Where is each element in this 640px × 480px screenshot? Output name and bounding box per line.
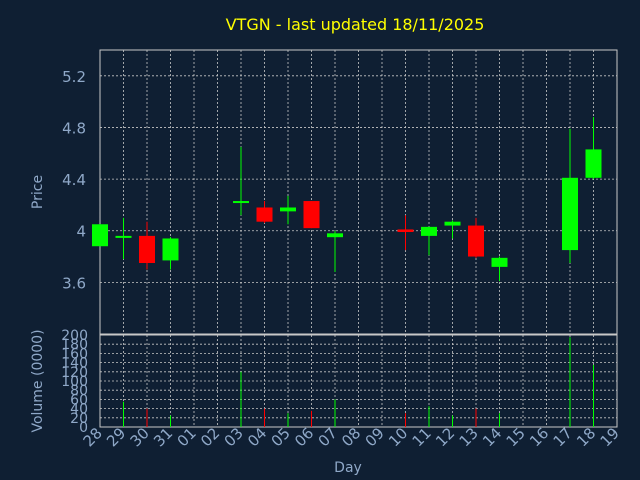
x-tick-label: 03	[221, 424, 247, 450]
candle-body	[115, 235, 132, 238]
candle-body	[139, 235, 155, 263]
x-tick-label: 12	[432, 424, 458, 450]
x-tick-label: 11	[409, 424, 435, 450]
volume-tick-label: 40	[70, 402, 88, 418]
price-tick-label: 4	[76, 223, 86, 241]
x-tick-label: 17	[550, 424, 576, 450]
candle-body	[162, 238, 179, 261]
x-tick-label: 01	[174, 424, 200, 450]
x-tick-label: 13	[456, 424, 482, 450]
price-tick-label: 5.2	[62, 68, 86, 86]
volume-tick-label: 120	[61, 365, 88, 381]
x-tick-label: 04	[244, 424, 270, 450]
x-tick-label: 10	[385, 424, 411, 450]
volume-tick-label: 80	[70, 383, 88, 399]
x-tick-label: 09	[362, 424, 388, 450]
x-tick-label: 05	[268, 424, 294, 450]
candle-body	[327, 233, 343, 238]
x-tick-label: 06	[291, 424, 317, 450]
price-tick-label: 4.4	[62, 171, 86, 189]
x-tick-label: 02	[197, 424, 223, 450]
volume-tick-label: 180	[61, 337, 88, 353]
candle-body	[256, 207, 273, 222]
candle-body	[280, 207, 296, 212]
volume-tick-label: 160	[61, 346, 88, 362]
candle-body	[562, 177, 578, 251]
candle-body	[233, 201, 249, 204]
x-tick-label: 19	[597, 424, 623, 450]
candle-body	[491, 257, 508, 267]
candle-body	[92, 224, 108, 247]
candle-body	[397, 229, 414, 233]
candle-body	[585, 149, 602, 178]
volume-tick-label: 0	[79, 420, 88, 436]
volume-tick-label: 20	[70, 411, 88, 427]
chart-title: VTGN - last updated 18/11/2025	[226, 15, 485, 34]
volume-tick-label: 60	[70, 392, 88, 408]
x-tick-label: 08	[338, 424, 364, 450]
x-axis: 2829303101020304050607080910111213141516…	[80, 424, 623, 450]
x-axis-label: Day	[334, 460, 362, 476]
x-tick-label: 16	[526, 424, 552, 450]
x-tick-label: 14	[479, 424, 505, 450]
x-tick-label: 07	[315, 424, 341, 450]
candle-body	[444, 221, 461, 226]
candle-body	[421, 226, 437, 236]
volume-tick-label: 100	[61, 374, 88, 390]
candle-body	[468, 225, 484, 257]
volume-tick-label: 140	[61, 356, 88, 372]
volume-tick-label: 200	[61, 328, 88, 344]
price-tick-label: 4.8	[62, 119, 86, 137]
x-tick-label: 18	[573, 424, 599, 450]
x-tick-label: 29	[103, 424, 129, 450]
price-axis-label: Price	[30, 175, 46, 209]
x-tick-label: 30	[127, 424, 153, 450]
price-panel: 3.6 4 4.4 4.8 5.2	[62, 49, 618, 335]
candle-body	[303, 201, 320, 229]
volume-axis-label: Volume (0000)	[30, 329, 46, 432]
x-tick-label: 31	[150, 424, 176, 450]
price-tick-label: 3.6	[62, 274, 86, 292]
x-tick-label: 15	[503, 424, 529, 450]
